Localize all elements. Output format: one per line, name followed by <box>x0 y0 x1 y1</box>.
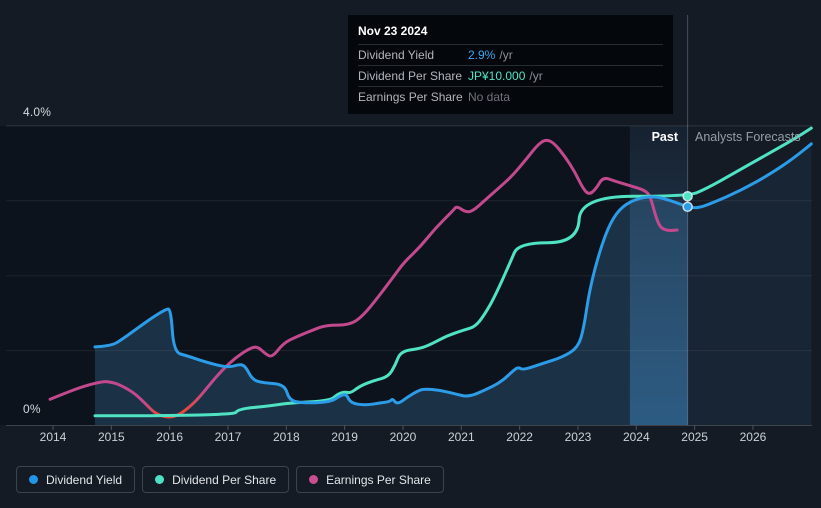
tooltip-date: Nov 23 2024 <box>358 24 428 38</box>
earnings-per-share-legend-dot-icon <box>309 475 319 484</box>
x-axis-label-2014: 2014 <box>39 430 67 444</box>
dividend-yield-line <box>93 142 813 407</box>
dividend-per-share-line <box>93 126 813 418</box>
chart-tooltip: Nov 23 2024 Dividend Yield 2.9%/yr Dividen… <box>348 15 673 114</box>
x-axis-label-2019: 2019 <box>331 430 358 444</box>
yield-area-forecast <box>687 143 812 425</box>
dividend-per-share-legend-dot-icon <box>155 475 165 484</box>
legend-item-earnings-per-share[interactable]: Earnings Per Share <box>296 466 444 493</box>
x-axis-label-2021: 2021 <box>447 430 475 444</box>
dividend-yield-legend-dot-icon <box>29 475 38 484</box>
x-axis-label-2020: 2020 <box>389 430 417 444</box>
tooltip-label: Dividend Yield <box>358 48 435 62</box>
tooltip-row-dividend-yield: Dividend Yield 2.9%/yr <box>358 44 663 65</box>
x-axis-label-2025: 2025 <box>681 430 708 444</box>
tooltip-value-suffix: /yr <box>499 48 513 62</box>
x-axis-label-2017: 2017 <box>214 430 242 444</box>
legend-item-dividend-per-share[interactable]: Dividend Per Share <box>142 466 290 493</box>
earnings-per-share-line <box>48 138 679 419</box>
tooltip-value: No data <box>468 90 511 104</box>
legend-label: Dividend Per Share <box>172 472 277 487</box>
tooltip-label: Dividend Per Share <box>358 69 463 83</box>
dps-marker-dot <box>682 191 693 202</box>
x-axis-label-2024: 2024 <box>622 430 650 444</box>
y-axis-min-label: 0% <box>23 402 41 416</box>
chart-legend: Dividend Yield Dividend Per Share Earnings… <box>16 466 444 493</box>
x-axis-label-2018: 2018 <box>272 430 300 444</box>
forecast-region <box>687 126 812 425</box>
x-axis-label-2022: 2022 <box>506 430 533 444</box>
x-axis-label-2015: 2015 <box>97 430 125 444</box>
y-axis-max-label: 4.0% <box>23 105 52 119</box>
tooltip-label: Earnings Per Share <box>358 90 463 104</box>
legend-label: Dividend Yield <box>46 472 123 487</box>
legend-item-dividend-yield[interactable]: Dividend Yield <box>16 466 136 493</box>
past-region-label: Past <box>651 130 678 144</box>
x-axis-label-2023: 2023 <box>564 430 592 444</box>
tooltip-value: 2.9% <box>468 48 496 62</box>
highlight-band <box>629 126 688 425</box>
yield-area-past <box>95 196 688 425</box>
analysts-forecasts-label: Analysts Forecasts <box>695 130 801 144</box>
tooltip-row-earnings-per-share: Earnings Per Share No data <box>358 86 663 107</box>
x-axis-label-2016: 2016 <box>156 430 183 444</box>
yield-marker-dot <box>682 201 693 213</box>
tooltip-value-suffix: /yr <box>529 69 543 83</box>
tooltip-row-dividend-per-share: Dividend Per Share JP¥10.000/yr <box>358 65 663 86</box>
legend-label: Earnings Per Share <box>326 472 431 487</box>
x-axis-label-2026: 2026 <box>739 430 767 444</box>
tooltip-value: JP¥10.000 <box>468 69 526 83</box>
